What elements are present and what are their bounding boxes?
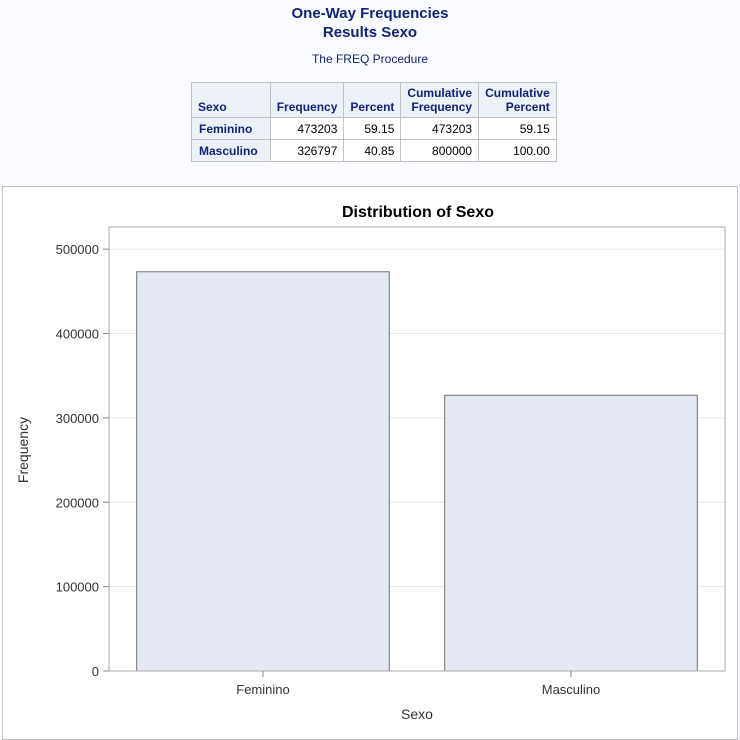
header-cumulative-percent-line2: Percent [505,100,550,114]
row-label: Masculino [191,139,271,162]
y-axis-label: Frequency [15,417,31,483]
cell-percent: 59.15 [343,117,402,140]
bar-feminino [136,271,390,672]
y-tick-label: 500000 [56,242,99,257]
y-tick-label: 0 [92,664,99,679]
y-tick-label: 300000 [56,411,99,426]
chart-panel: Distribution of Sexo 0 100000 200000 300000… [2,186,738,740]
x-axis: Feminino Masculino [236,671,600,697]
x-tick-label: Masculino [542,682,601,697]
chart-title: Distribution of Sexo [342,204,494,221]
header-cumulative-percent: Cumulative Percent [478,82,557,118]
header-cumulative-frequency-line2: Frequency [411,100,473,114]
cell-cumulative-percent: 59.15 [478,117,557,140]
frequency-table: Sexo Frequency Percent Cumulative Freque… [191,82,557,162]
header-frequency: Frequency [269,82,345,118]
page-title-line1: One-Way Frequencies [291,5,449,22]
cell-cumulative-frequency: 800000 [400,139,480,162]
bars [136,271,698,672]
y-tick-label: 400000 [56,327,99,342]
cell-cumulative-frequency: 473203 [400,117,480,140]
cell-frequency: 473203 [269,117,345,140]
page-title-line2: Results Sexo [322,24,418,41]
header-cumulative-frequency: Cumulative Frequency [400,82,480,118]
cell-cumulative-percent: 100.00 [478,139,557,162]
table-header-row: Sexo Frequency Percent Cumulative Freque… [191,82,557,118]
cell-percent: 40.85 [343,139,402,162]
bar-masculino [444,394,698,672]
header-cumulative-percent-line1: Cumulative [485,86,550,100]
y-axis: 0 100000 200000 300000 400000 500000 [56,242,109,679]
y-tick-label: 100000 [56,580,99,595]
table-row: Masculino 326797 40.85 800000 100.00 [191,139,557,162]
y-tick-label: 200000 [56,495,99,510]
cell-frequency: 326797 [269,139,345,162]
x-axis-label: Sexo [401,706,433,722]
header-cumulative-frequency-line1: Cumulative [407,86,473,100]
table-row: Feminino 473203 59.15 473203 59.15 [191,117,557,140]
header-percent: Percent [343,82,402,118]
header-sexo: Sexo [191,82,271,118]
row-label: Feminino [191,117,271,140]
x-tick-label: Feminino [236,682,289,697]
procedure-title: The FREQ Procedure [311,52,429,66]
plot-frame [108,226,726,672]
bar-chart: Distribution of Sexo 0 100000 200000 300000… [15,204,726,722]
